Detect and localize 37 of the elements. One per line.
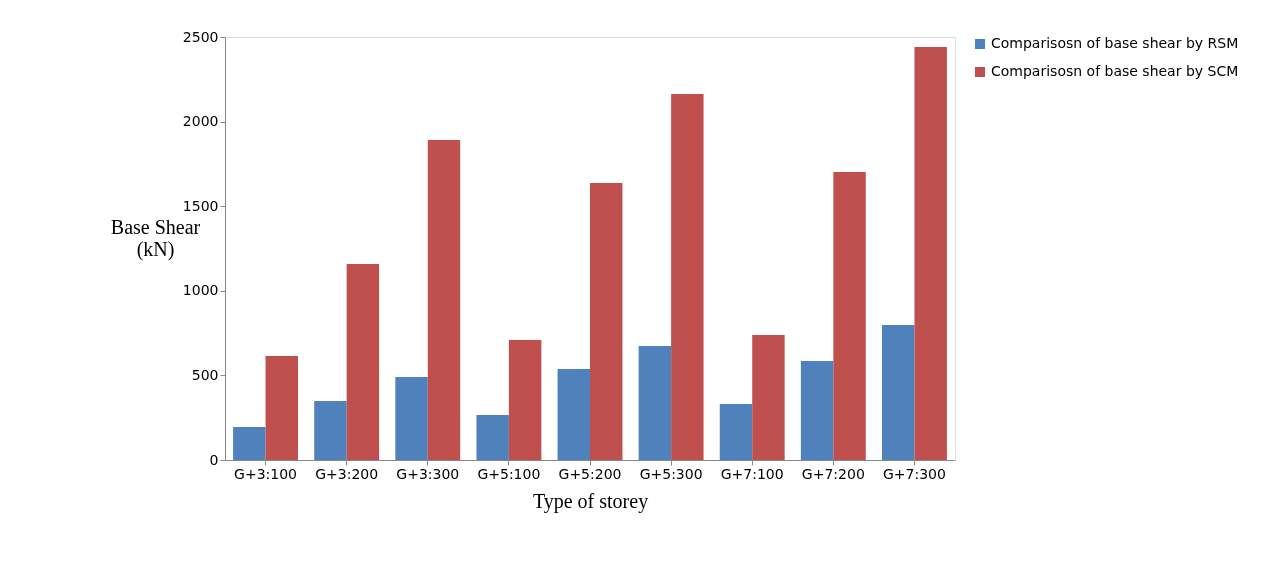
bar: [395, 377, 428, 460]
bar: [427, 140, 461, 460]
bar: [671, 94, 704, 460]
y-tick-label: 500: [191, 366, 219, 383]
x-tick-label: G+7:300: [882, 465, 946, 482]
x-axis-title: Type of storey: [532, 489, 649, 513]
bar: [346, 264, 380, 460]
bar: [508, 340, 542, 460]
y-axis-title: Base Shear (kN): [110, 215, 201, 261]
legend-label: Comparisosn of base shear by SCM: [991, 63, 1239, 79]
bar: [265, 355, 298, 460]
bar: [476, 414, 509, 460]
bar: [752, 334, 785, 460]
x-tick-label: G+5:100: [477, 465, 541, 482]
bar: [590, 183, 623, 460]
bar: [314, 400, 347, 460]
legend-label: Comparisosn of base shear by RSM: [991, 35, 1239, 51]
x-tick-label: G+7:200: [801, 465, 865, 482]
x-tick-label: G+5:300: [639, 465, 703, 482]
x-tick-label: G+3:200: [315, 465, 379, 482]
bar: [719, 403, 753, 460]
bar: [914, 46, 947, 460]
bar: [557, 368, 590, 460]
bar: [833, 172, 866, 460]
y-tick-label: 0: [209, 451, 219, 468]
x-tick-label: G+7:100: [720, 465, 784, 482]
y-tick-label: 1000: [182, 282, 219, 299]
y-tick-label: 2000: [182, 113, 219, 130]
bar: [800, 361, 834, 460]
bar: [233, 427, 266, 460]
bar: [638, 345, 672, 460]
x-tick-label: G+3:300: [396, 465, 460, 482]
y-tick-label: 1500: [182, 197, 219, 214]
x-tick-label: G+3:100: [234, 465, 298, 482]
y-tick-label: 2500: [182, 28, 219, 45]
bar: [882, 324, 915, 460]
x-tick-label: G+5:200: [558, 465, 622, 482]
